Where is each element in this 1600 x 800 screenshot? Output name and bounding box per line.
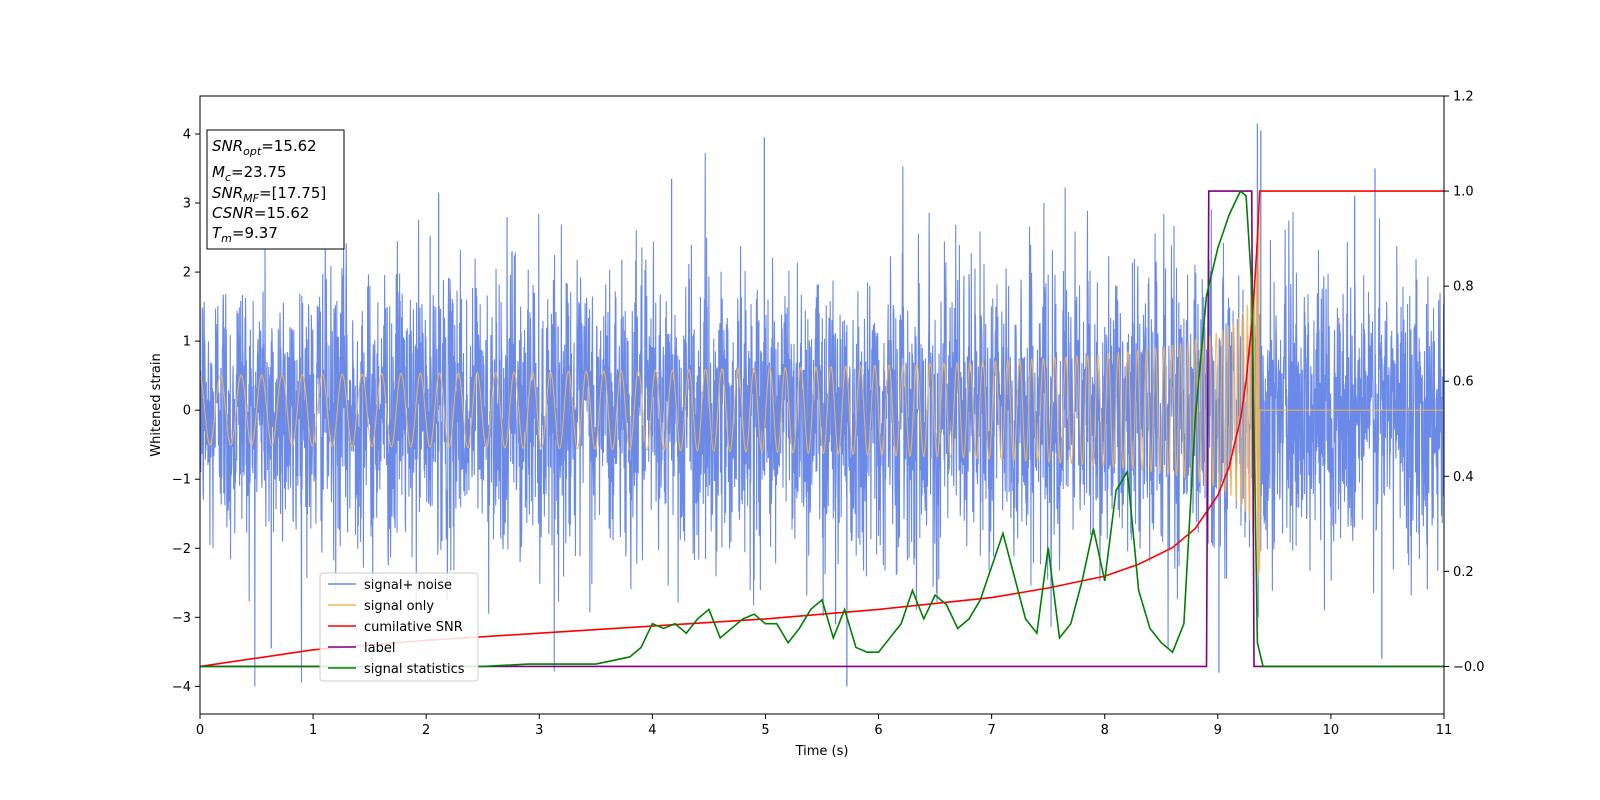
x-tick-label: 10 (1323, 723, 1340, 738)
x-tick-label: 1 (309, 723, 317, 738)
annotation-mc: Mc=23.75 (212, 163, 287, 184)
x-tick-label: 11 (1436, 723, 1453, 738)
series-signal-statistics (200, 189, 1444, 668)
y-tick-label: −2 (172, 542, 191, 557)
series-signal-noise-spikes (270, 123, 1383, 687)
y-tick-label: 2 (183, 266, 191, 281)
legend-label-signal-noise: signal+ noise (364, 578, 452, 593)
y2-tick-label: 1.2 (1453, 90, 1474, 105)
legend-frame (319, 572, 479, 682)
legend-label-cumulative-snr: cumilative SNR (364, 620, 463, 635)
x-tick-label: 7 (987, 723, 995, 738)
y-axis-left: −4 −3 −2 −1 0 1 2 3 4 (172, 127, 200, 695)
y-tick-label: 0 (183, 404, 191, 419)
y2-tick-label: 0.8 (1453, 280, 1474, 295)
legend-label-label: label (364, 641, 395, 656)
legend-label-signal-only: signal only (364, 599, 434, 614)
series-cumulative-snr (200, 190, 1444, 668)
x-axis: 0 1 2 3 4 5 6 7 8 9 10 11 (196, 714, 1452, 738)
x-tick-label: 4 (648, 723, 656, 738)
annotation-snr-mf: SNRMF=[17.75] (212, 184, 326, 205)
annotation-csnr: CSNR=15.62 (212, 204, 309, 222)
x-tick-label: 9 (1214, 723, 1222, 738)
y2-tick-label: 0.4 (1453, 470, 1474, 485)
annotation-frame (206, 129, 345, 250)
y-tick-label: 1 (183, 335, 191, 350)
series-layer (200, 123, 1444, 687)
y-tick-label: −1 (172, 473, 191, 488)
x-tick-label: 2 (422, 723, 430, 738)
x-tick-label: 0 (196, 723, 204, 738)
series-signal-only (200, 211, 1444, 578)
x-tick-label: 8 (1101, 723, 1109, 738)
annotation-box: SNRopt=15.62 Mc=23.75 SNRMF=[17.75] CSNR… (206, 129, 345, 250)
y2-tick-label: 0.6 (1453, 375, 1474, 390)
x-tick-label: 3 (535, 723, 543, 738)
y-tick-label: −3 (172, 611, 191, 626)
y-axis-label: Whitened strain (149, 353, 164, 456)
y-axis-right: −0.0 0.2 0.4 0.6 0.8 1.0 1.2 (1444, 90, 1485, 675)
legend: signal+ noise signal only cumilative SNR… (319, 572, 479, 682)
annotation-snr-opt: SNRopt=15.62 (212, 137, 317, 158)
y2-tick-label: 0.2 (1453, 565, 1474, 580)
x-tick-label: 5 (761, 723, 769, 738)
legend-label-signal-statistics: signal statistics (364, 662, 465, 677)
y-tick-label: −4 (172, 680, 191, 695)
plot-frame (199, 95, 1445, 715)
x-axis-label: Time (s) (795, 744, 849, 759)
y-tick-label: 4 (183, 127, 191, 142)
y-tick-label: 3 (183, 197, 191, 212)
x-tick-label: 6 (874, 723, 882, 738)
y2-tick-label: −0.0 (1453, 660, 1485, 675)
y2-tick-label: 1.0 (1453, 185, 1474, 200)
annotation-tm: Tm=9.37 (212, 224, 278, 245)
